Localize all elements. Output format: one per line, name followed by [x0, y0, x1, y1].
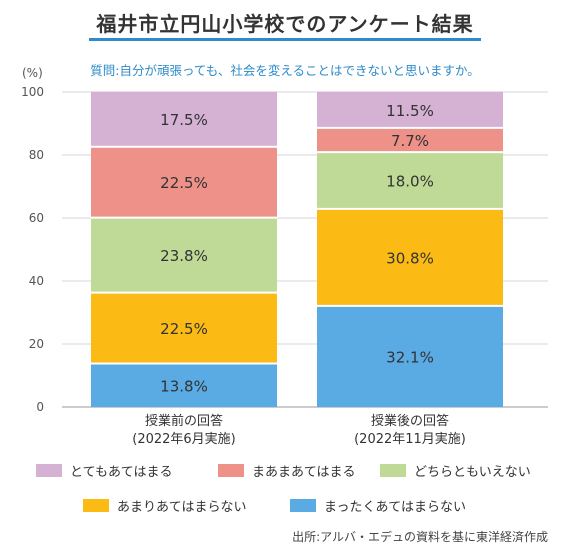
y-tick-label: 80 [29, 148, 44, 162]
legend-swatch [83, 499, 109, 512]
x-tick-label: 授業後の回答 [371, 413, 449, 429]
legend-item: まあまあてはまる [218, 461, 355, 480]
data-label: 30.8% [386, 249, 434, 267]
legend-swatch [218, 464, 244, 477]
bar-segment [317, 208, 503, 306]
data-label: 13.8% [160, 377, 208, 395]
bar-segment [91, 292, 277, 364]
y-tick-label: 100 [21, 85, 44, 99]
data-label: 17.5% [160, 111, 208, 129]
source-note: 出所:アルバ・エデュの資料を基に東洋経済作成 [292, 530, 548, 544]
legend-label: まったくあてはまらない [324, 500, 466, 515]
y-tick-label: 20 [29, 337, 44, 351]
legend-swatch [36, 464, 62, 477]
bar-segment [317, 91, 503, 128]
data-label: 22.5% [160, 320, 208, 338]
legend-label: どちらともいえない [414, 465, 531, 480]
data-label: 18.0% [386, 173, 434, 191]
data-label: 11.5% [386, 102, 434, 120]
data-label: 23.8% [160, 247, 208, 265]
bar-segment [91, 91, 277, 147]
legend-label: まあまあてはまる [252, 465, 356, 480]
legend-label: とてもあてはまる [70, 465, 173, 480]
data-label: 32.1% [386, 348, 434, 366]
x-tick-label: 授業前の回答 [145, 413, 223, 429]
y-tick-label: 40 [29, 274, 44, 288]
legend-item: まったくあてはまらない [290, 496, 466, 515]
legend-swatch [380, 464, 406, 477]
x-tick-label: (2022年11月実施) [354, 431, 466, 447]
bar-segment [317, 305, 503, 407]
legend-item: あまりあてはまらない [83, 496, 246, 515]
chart-subtitle: 質問:自分が頑張っても、社会を変えることはできないと思いますか。 [90, 63, 480, 78]
y-tick-label: 0 [36, 400, 44, 414]
bar-segment [91, 217, 277, 293]
bar-segment [91, 363, 277, 407]
y-tick-label: 60 [29, 211, 44, 225]
legend-label: あまりあてはまらない [117, 500, 247, 515]
bar-segment [91, 146, 277, 218]
data-label: 22.5% [160, 174, 208, 192]
title-underline [89, 38, 481, 41]
bar-segment [317, 152, 503, 209]
chart-title: 福井市立円山小学校でのアンケート結果 [96, 12, 474, 36]
data-label: 7.7% [391, 132, 429, 150]
legend-swatch [290, 499, 316, 512]
stacked-bar-chart: 0 20 40 60 80 100 13.8% 22.5% 23.8% 22.5% 17.5% 授業前… [21, 85, 548, 447]
bar-segment [317, 127, 503, 153]
legend-item: どちらともいえない [380, 461, 531, 480]
legend-item: とてもあてはまる [36, 461, 172, 480]
x-tick-label: (2022年6月実施) [132, 431, 236, 447]
y-axis-unit: (%) [22, 66, 43, 80]
